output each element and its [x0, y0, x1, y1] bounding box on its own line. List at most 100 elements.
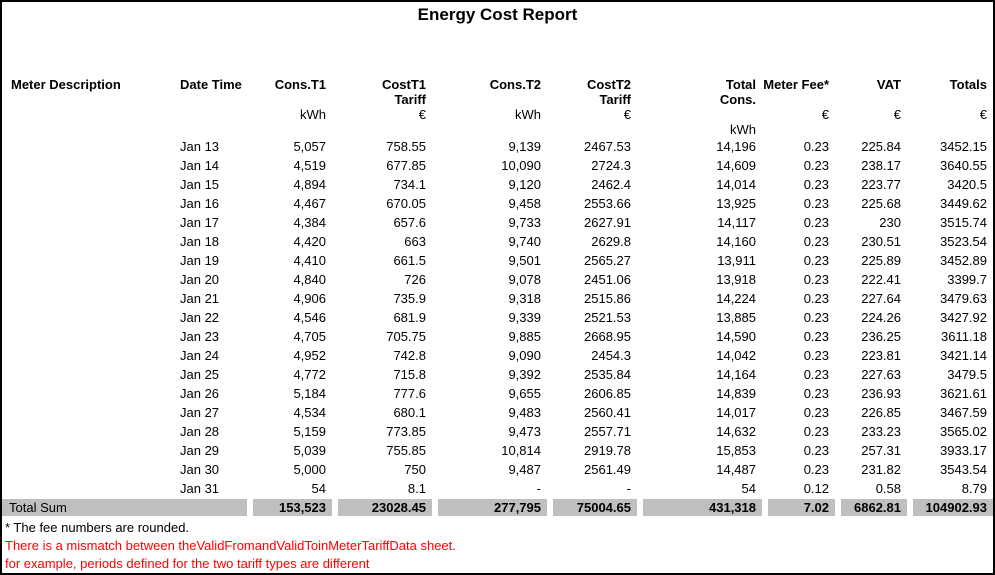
table-row: Jan 14 4,519 677.85 10,090 2724.3 14,609… [2, 156, 993, 175]
cell-date-time: Jan 29 [180, 443, 220, 458]
cell-vat: 227.64 [861, 291, 901, 306]
column-unit: € [418, 107, 426, 122]
cell-cost-t1: 750 [404, 462, 426, 477]
cell-cost-t2: 2462.4 [591, 177, 631, 192]
energy-cost-table: Meter Description Date Time Cons.T1 kWh [2, 77, 993, 517]
cell-meter-fee: 0.23 [803, 405, 829, 420]
cell-meter-fee: 0.23 [803, 196, 829, 211]
cell-meter-description [2, 213, 172, 232]
cell-date-time: Jan 20 [180, 272, 220, 287]
cell-meter-description [2, 403, 172, 422]
cell-meter-fee: 0.23 [803, 310, 829, 325]
cell-cost-t1: 681.9 [393, 310, 426, 325]
table-footer: Total Sum 153,523 23028.45 277,795 75004… [2, 498, 993, 517]
cell-cost-t2: 2451.06 [584, 272, 631, 287]
cell-cons-t1: 5,039 [293, 443, 326, 458]
cell-meter-fee: 0.23 [803, 158, 829, 173]
cell-date-time: Jan 31 [180, 481, 220, 496]
cell-meter-description [2, 289, 172, 308]
cell-cost-t1: 777.6 [393, 386, 426, 401]
cell-total-cons: 13,911 [717, 253, 756, 268]
cell-cost-t1: 758.55 [386, 139, 426, 154]
column-unit-line2 [432, 122, 547, 137]
cell-cost-t1: 734.1 [393, 177, 426, 192]
table-row: Jan 21 4,906 735.9 9,318 2515.86 14,224 … [2, 289, 993, 308]
cell-vat: 236.25 [861, 329, 901, 344]
cell-total-cons: 14,590 [716, 329, 756, 344]
column-header-totals: Totals € [907, 77, 993, 137]
cell-meter-fee: 0.23 [803, 177, 829, 192]
column-label-line2 [247, 92, 332, 107]
cell-meter-fee: 0.23 [803, 215, 829, 230]
cell-totals: 3427.92 [940, 310, 987, 325]
cell-cons-t1: 4,467 [293, 196, 326, 211]
cell-vat: 236.93 [861, 386, 901, 401]
cell-cons-t1: 4,546 [293, 310, 326, 325]
cell-vat: 226.85 [861, 405, 901, 420]
cell-meter-description [2, 422, 172, 441]
column-label-line2 [762, 92, 835, 107]
cell-cons-t2: 10,090 [501, 158, 541, 173]
table-row: Jan 16 4,467 670.05 9,458 2553.66 13,925… [2, 194, 993, 213]
cell-cost-t1: 735.9 [393, 291, 426, 306]
table-row: Jan 27 4,534 680.1 9,483 2560.41 14,017 … [2, 403, 993, 422]
cell-cost-t2: 2454.3 [591, 348, 631, 363]
cell-totals: 3449.62 [940, 196, 987, 211]
column-label: Meter Fee* [763, 77, 829, 92]
column-unit-line2 [547, 122, 637, 137]
cell-vat: 225.84 [861, 139, 901, 154]
cell-meter-description [2, 308, 172, 327]
cell-meter-description [2, 175, 172, 194]
total-vat: 6862.81 [841, 499, 907, 516]
cell-cons-t2: 9,740 [508, 234, 541, 249]
cell-cons-t1: 5,000 [293, 462, 326, 477]
cell-cons-t2: 9,885 [508, 329, 541, 344]
total-vat-cell: 6862.81 [835, 498, 907, 517]
cell-totals: 3621.61 [940, 386, 987, 401]
column-label: Totals [949, 77, 987, 92]
column-label-line2 [172, 92, 247, 107]
cell-totals: 3421.14 [940, 348, 987, 363]
total-meter-fee-cell: 7.02 [762, 498, 835, 517]
cell-cost-t1: 670.05 [386, 196, 426, 211]
cell-date-time: Jan 26 [180, 386, 220, 401]
column-unit [637, 107, 762, 122]
column-unit-line2 [247, 122, 332, 137]
cell-meter-fee: 0.23 [803, 272, 829, 287]
cell-total-cons: 54 [741, 481, 756, 496]
cell-total-cons: 15,853 [716, 443, 756, 458]
header-row: Meter Description Date Time Cons.T1 kWh [2, 77, 993, 137]
cell-totals: 3543.54 [940, 462, 987, 477]
cell-meter-fee: 0.23 [803, 386, 829, 401]
cell-cost-t2: 2521.53 [584, 310, 631, 325]
cell-totals: 3515.74 [940, 215, 987, 230]
column-header-cost-t1-tariff: CostT1 Tariff € [332, 77, 432, 137]
table-row: Jan 26 5,184 777.6 9,655 2606.85 14,839 … [2, 384, 993, 403]
cell-cons-t2: 9,483 [508, 405, 541, 420]
cell-meter-description [2, 441, 172, 460]
cell-cost-t1: 726 [404, 272, 426, 287]
cell-cost-t2: 2553.66 [584, 196, 631, 211]
cell-cost-t2: 2467.53 [584, 139, 631, 154]
cell-vat: 0.58 [875, 481, 901, 496]
cell-cons-t2: 9,473 [508, 424, 541, 439]
cell-cost-t2: 2629.8 [591, 234, 631, 249]
cell-vat: 257.31 [861, 443, 901, 458]
cell-totals: 3479.5 [947, 367, 987, 382]
cell-cost-t2: 2557.71 [584, 424, 631, 439]
cell-cost-t1: 680.1 [393, 405, 426, 420]
cell-meter-description [2, 346, 172, 365]
table-row: Jan 20 4,840 726 9,078 2451.06 13,918 0.… [2, 270, 993, 289]
cell-cons-t1: 4,534 [293, 405, 326, 420]
total-cons-t1-cell: 153,523 [247, 498, 332, 517]
column-label-line2: Cons. [719, 92, 756, 107]
table-body: Jan 13 5,057 758.55 9,139 2467.53 14,196… [2, 137, 993, 498]
cell-date-time: Jan 16 [180, 196, 220, 211]
cell-cons-t2: 9,339 [508, 310, 541, 325]
column-unit: € [893, 107, 901, 122]
column-header-meter-fee: Meter Fee* € [762, 77, 835, 137]
cell-vat: 225.89 [861, 253, 901, 268]
cell-cost-t2: 2565.27 [584, 253, 631, 268]
table-row: Jan 17 4,384 657.6 9,733 2627.91 14,117 … [2, 213, 993, 232]
column-label: Total [725, 77, 756, 92]
